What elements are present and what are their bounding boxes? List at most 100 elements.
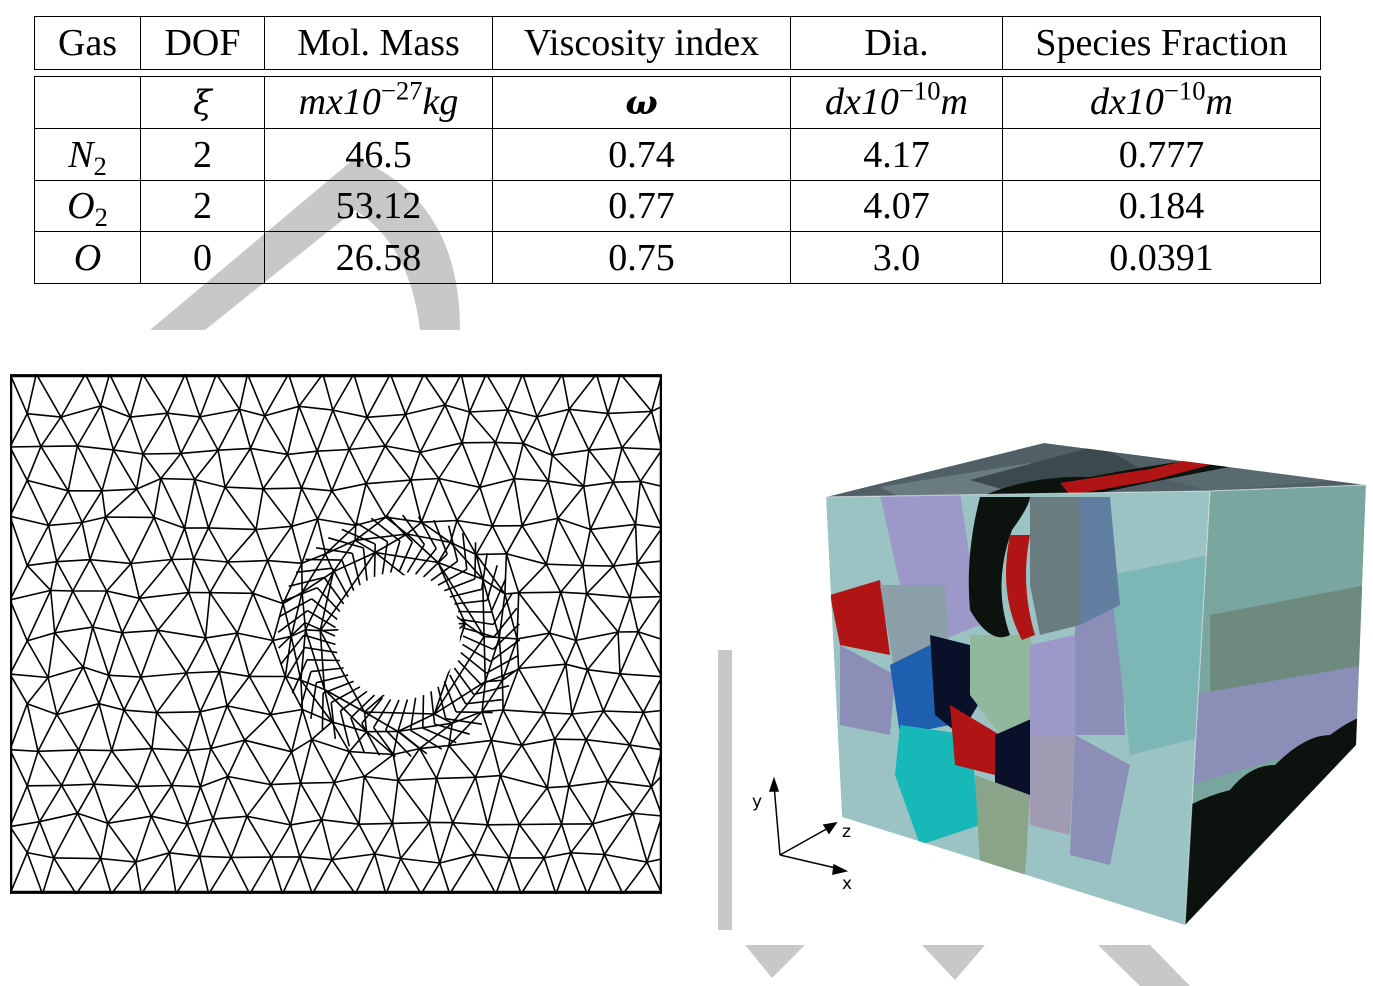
- mesh-edge: [67, 490, 83, 523]
- mesh-edge: [456, 711, 493, 714]
- mesh-edge: [26, 677, 49, 705]
- mesh-edge: [207, 527, 229, 563]
- mesh-edge: [299, 856, 314, 894]
- mesh-edge: [438, 442, 463, 479]
- mesh-edge: [246, 815, 291, 826]
- mesh-edge: [475, 774, 501, 779]
- mesh-edge: [270, 782, 301, 786]
- mesh-edge: [619, 673, 662, 678]
- mesh-edge: [53, 857, 77, 894]
- mesh-edge: [252, 560, 269, 594]
- mesh-edge: [364, 711, 399, 733]
- mesh-edge: [187, 558, 195, 593]
- mesh-edge: [629, 744, 662, 751]
- mesh-edge: [582, 449, 590, 487]
- mesh-edge: [183, 527, 195, 560]
- mesh-edge: [430, 691, 436, 725]
- side-black-region: [1185, 715, 1366, 925]
- mesh-edge: [504, 553, 508, 594]
- mesh-edge: [325, 539, 356, 555]
- mesh-edge: [397, 748, 421, 781]
- mesh-edge: [486, 565, 498, 601]
- mesh-edge: [150, 785, 173, 817]
- mesh-edge: [291, 487, 303, 527]
- mesh-edges: [10, 374, 662, 894]
- mesh-edge: [53, 590, 74, 634]
- mesh-edge: [622, 861, 648, 894]
- mesh-edge: [473, 853, 497, 894]
- mesh-edge: [199, 416, 219, 451]
- mesh-edge: [575, 640, 589, 670]
- cell-viscosity: 0.77: [492, 180, 791, 233]
- mesh-edge: [305, 558, 342, 561]
- units-dof: ξ: [140, 75, 265, 130]
- mesh-edge: [56, 702, 100, 716]
- mesh-edge: [330, 686, 361, 704]
- header-mol-mass: Mol. Mass: [264, 16, 493, 70]
- mesh-edge: [270, 708, 303, 716]
- mesh-edge: [508, 824, 521, 859]
- mesh-edge: [354, 853, 376, 894]
- mesh-edge: [331, 853, 375, 861]
- mesh-edge: [521, 517, 558, 527]
- table-header-row: Gas DOF Mol. Mass Viscosity index Dia. S…: [34, 16, 1321, 70]
- mesh-edge: [481, 681, 487, 712]
- mesh-edge: [397, 780, 430, 823]
- mesh-edge: [499, 744, 523, 777]
- mesh-edge: [409, 697, 417, 731]
- mesh-edge: [112, 416, 132, 451]
- mesh-edge: [642, 676, 662, 713]
- mesh-edge: [547, 455, 554, 482]
- mesh-edge: [549, 632, 577, 642]
- mesh-edge: [168, 852, 177, 894]
- mesh-edge: [290, 629, 306, 638]
- mesh-edge: [505, 525, 523, 555]
- mesh-edge: [366, 731, 394, 756]
- cell-mass: 53.12: [264, 180, 493, 233]
- mesh-edge: [570, 852, 589, 894]
- mesh-edge: [72, 559, 91, 592]
- mesh-edge: [419, 442, 463, 454]
- mesh-edge: [397, 730, 428, 755]
- mesh-edge: [47, 632, 56, 678]
- mesh-edge: [210, 739, 245, 750]
- mesh-edge: [561, 374, 570, 410]
- mesh-edge: [546, 739, 556, 788]
- mesh-edge: [438, 477, 481, 489]
- mesh-edge: [494, 442, 516, 480]
- mesh-edge: [366, 416, 386, 447]
- mesh-edge: [104, 516, 132, 564]
- mesh-edge: [405, 404, 446, 416]
- mesh-edge: [140, 676, 158, 714]
- mesh-edge: [520, 857, 545, 894]
- mesh-edge: [585, 739, 609, 782]
- mesh-edge: [421, 519, 458, 523]
- mesh-edge: [461, 533, 468, 570]
- mesh-edge: [571, 710, 604, 715]
- mesh-edge: [151, 815, 188, 825]
- mesh-edge: [646, 858, 662, 863]
- mesh-edge: [227, 559, 268, 563]
- mesh-edge: [317, 448, 350, 452]
- mesh-edge: [629, 744, 653, 788]
- mesh-edge: [262, 453, 289, 490]
- mesh-edge: [607, 413, 623, 449]
- mesh-edge: [186, 823, 201, 857]
- mesh-edge: [589, 528, 615, 567]
- mesh-edge: [112, 449, 138, 490]
- mesh-edge: [246, 815, 273, 858]
- mesh-edge: [397, 722, 453, 733]
- mesh-edge: [77, 749, 95, 785]
- mesh-edge: [300, 671, 312, 707]
- mesh-edge: [417, 516, 437, 549]
- mesh-edge: [38, 784, 63, 823]
- mesh-edge: [270, 824, 292, 858]
- mesh-edge: [350, 694, 376, 719]
- mesh-edge: [99, 374, 111, 407]
- mesh-edge: [521, 374, 538, 418]
- mesh-edge: [490, 639, 521, 663]
- mesh-edge: [139, 591, 189, 600]
- mesh-edge: [486, 775, 502, 826]
- mesh-edge: [348, 449, 367, 485]
- mesh-edge: [362, 547, 368, 581]
